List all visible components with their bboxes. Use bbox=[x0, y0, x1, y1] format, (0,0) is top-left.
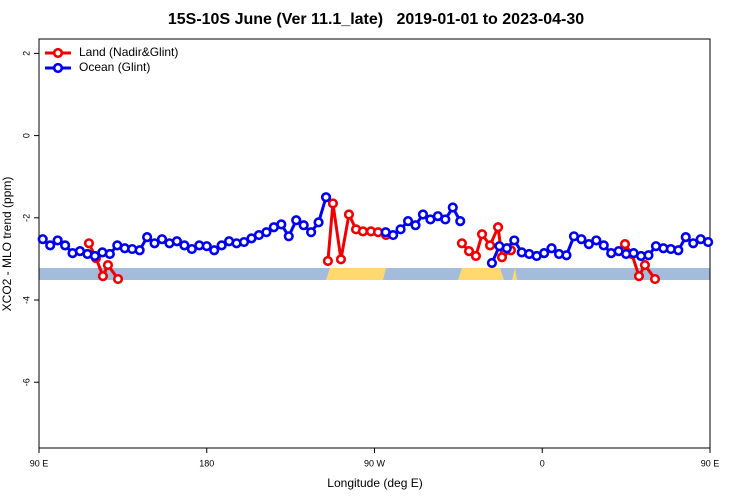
legend-marker bbox=[52, 62, 64, 74]
point bbox=[395, 224, 406, 235]
point bbox=[501, 243, 512, 254]
point bbox=[357, 226, 369, 237]
point bbox=[298, 220, 309, 231]
point bbox=[680, 232, 691, 243]
land-strip bbox=[458, 268, 504, 280]
point bbox=[456, 238, 468, 249]
surface-strip bbox=[39, 268, 710, 280]
point bbox=[179, 240, 190, 251]
point bbox=[276, 219, 287, 230]
point bbox=[463, 246, 475, 257]
point bbox=[486, 257, 498, 269]
point bbox=[83, 238, 95, 249]
point bbox=[327, 198, 339, 209]
point bbox=[539, 248, 550, 259]
point bbox=[455, 215, 466, 227]
point bbox=[291, 215, 302, 226]
point bbox=[149, 238, 160, 249]
point bbox=[417, 209, 429, 220]
point bbox=[320, 192, 332, 203]
y-tick-label: -6 bbox=[21, 378, 31, 386]
x-tick-label: 0 bbox=[540, 458, 545, 468]
point bbox=[388, 229, 399, 241]
point bbox=[45, 240, 56, 251]
y-tick-label: 2 bbox=[21, 51, 31, 56]
point bbox=[410, 220, 421, 231]
point bbox=[496, 252, 508, 263]
point bbox=[261, 227, 272, 238]
point bbox=[201, 241, 212, 252]
point bbox=[583, 239, 594, 250]
point bbox=[576, 234, 587, 245]
point bbox=[102, 259, 114, 271]
y-axis-label: XCO2 - MLO trend (ppm) bbox=[0, 177, 14, 312]
point bbox=[619, 239, 631, 250]
land-strip bbox=[326, 268, 386, 280]
point bbox=[447, 202, 458, 213]
point bbox=[142, 232, 153, 243]
y-tick-label: -4 bbox=[21, 296, 31, 304]
point bbox=[238, 236, 250, 248]
point bbox=[104, 248, 115, 260]
point bbox=[283, 231, 294, 242]
point bbox=[209, 245, 220, 256]
point bbox=[649, 273, 661, 285]
point bbox=[322, 255, 334, 267]
point bbox=[97, 271, 109, 282]
y-tick-label: -2 bbox=[21, 214, 31, 222]
point bbox=[186, 243, 197, 255]
y-tick-label: 0 bbox=[21, 133, 31, 138]
point bbox=[476, 229, 488, 240]
point bbox=[688, 238, 699, 249]
point bbox=[598, 240, 609, 251]
point bbox=[470, 250, 481, 262]
point bbox=[591, 235, 602, 246]
point bbox=[59, 240, 71, 251]
point bbox=[171, 236, 183, 247]
x-axis-label: Longitude (deg E) bbox=[327, 476, 422, 490]
point bbox=[52, 235, 63, 246]
point bbox=[561, 250, 572, 261]
plot-frame bbox=[38, 38, 711, 449]
legend: Land (Nadir&Glint)Ocean (Glint) bbox=[45, 45, 178, 74]
point bbox=[313, 217, 324, 228]
x-tick-label: 90 W bbox=[364, 458, 386, 468]
point bbox=[673, 245, 684, 256]
point bbox=[402, 215, 414, 227]
point bbox=[546, 243, 557, 254]
legend-label: Land (Nadir&Glint) bbox=[79, 45, 178, 59]
point bbox=[643, 250, 654, 261]
point bbox=[639, 259, 651, 271]
point bbox=[440, 214, 451, 225]
point bbox=[216, 240, 227, 251]
point bbox=[134, 245, 145, 256]
x-tick-label: 180 bbox=[199, 458, 214, 468]
point bbox=[335, 254, 347, 265]
x-tick-label: 90 E bbox=[701, 458, 720, 468]
point bbox=[89, 250, 101, 262]
point bbox=[492, 222, 504, 233]
point bbox=[156, 234, 168, 245]
point bbox=[484, 240, 496, 251]
chart-title: 15S-10S June (Ver 11.1_late) 2019-01-01 … bbox=[168, 11, 584, 28]
land-strip bbox=[512, 268, 517, 280]
x-tick-label: 90 E bbox=[30, 458, 49, 468]
point bbox=[633, 271, 645, 282]
legend-marker bbox=[52, 47, 64, 59]
point bbox=[306, 227, 317, 238]
point bbox=[509, 235, 520, 246]
point bbox=[112, 273, 124, 285]
point bbox=[343, 209, 355, 220]
legend-label: Ocean (Glint) bbox=[79, 60, 150, 74]
point bbox=[37, 234, 48, 245]
point bbox=[703, 236, 714, 248]
